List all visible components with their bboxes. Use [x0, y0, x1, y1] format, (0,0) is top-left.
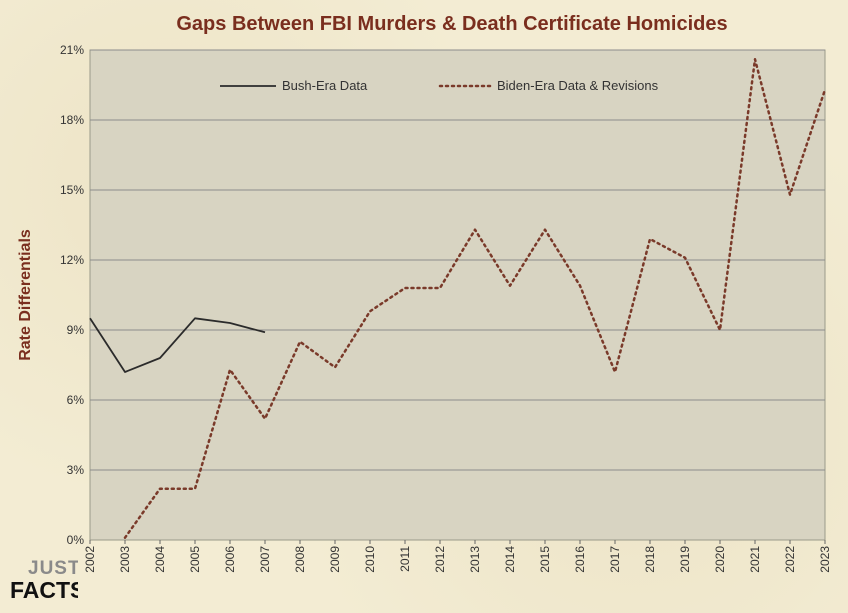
- logo-line-facts: FACTS.: [10, 577, 78, 603]
- series-lines: [89, 58, 827, 539]
- x-tick-label: 2006: [223, 546, 237, 573]
- x-tick-label: 2005: [188, 546, 202, 573]
- x-tick-label: 2023: [818, 546, 832, 573]
- x-tick-label: 2008: [293, 546, 307, 573]
- gridlines: [90, 49, 825, 471]
- logo-line-just: JUST: [28, 558, 78, 579]
- x-tick-label: 2013: [468, 546, 482, 573]
- y-tick-label: 3%: [67, 463, 85, 477]
- y-tick-label: 9%: [67, 323, 85, 337]
- x-tick-label: 2016: [573, 546, 587, 573]
- x-tick-label: 2011: [398, 546, 412, 572]
- x-tick-label: 2019: [678, 546, 692, 573]
- x-tick-label: 2003: [118, 546, 132, 573]
- y-tick-label: 0%: [67, 533, 85, 547]
- x-tick-label: 2004: [153, 546, 167, 573]
- x-tick-label: 2007: [258, 546, 272, 573]
- x-tick-label: 2012: [433, 546, 447, 573]
- y-tick-label: 15%: [60, 183, 84, 197]
- x-tick-label: 2010: [363, 546, 377, 573]
- x-tick-label: 2015: [538, 546, 552, 573]
- x-tick-label: 2022: [783, 546, 797, 573]
- legend-label: Biden-Era Data & Revisions: [497, 78, 659, 93]
- y-axis-label: Rate Differentials: [17, 229, 34, 361]
- x-tick-label: 2002: [83, 546, 97, 573]
- x-tick-label: 2017: [608, 546, 622, 573]
- x-tick-label: 2020: [713, 546, 727, 573]
- plot-area: [89, 49, 826, 541]
- just-facts-logo: JUST FACTS.: [10, 558, 78, 603]
- y-tick-label: 6%: [67, 393, 85, 407]
- y-tick-label: 18%: [60, 113, 84, 127]
- series-line-biden-era: [123, 58, 827, 539]
- y-tick-label: 12%: [60, 253, 84, 267]
- legend-label: Bush-Era Data: [282, 78, 368, 93]
- x-tick-label: 2009: [328, 546, 342, 573]
- y-axis-ticks: 0% 3% 6% 9% 12% 15% 18% 21%: [60, 43, 84, 547]
- x-tick-label: 2021: [748, 546, 762, 573]
- x-tick-label: 2018: [643, 546, 657, 573]
- legend: Bush-Era Data Biden-Era Data & Revisions: [220, 78, 659, 93]
- x-tick-label: 2014: [503, 546, 517, 573]
- x-axis-ticks: 2002 2003 2004 2005 2006 2007 2008 2009 2010 2011…: [83, 540, 832, 573]
- series-line-bush-era: [89, 317, 266, 373]
- chart-title: Gaps Between FBI Murders & Death Certifi…: [176, 13, 727, 35]
- y-tick-label: 21%: [60, 43, 84, 57]
